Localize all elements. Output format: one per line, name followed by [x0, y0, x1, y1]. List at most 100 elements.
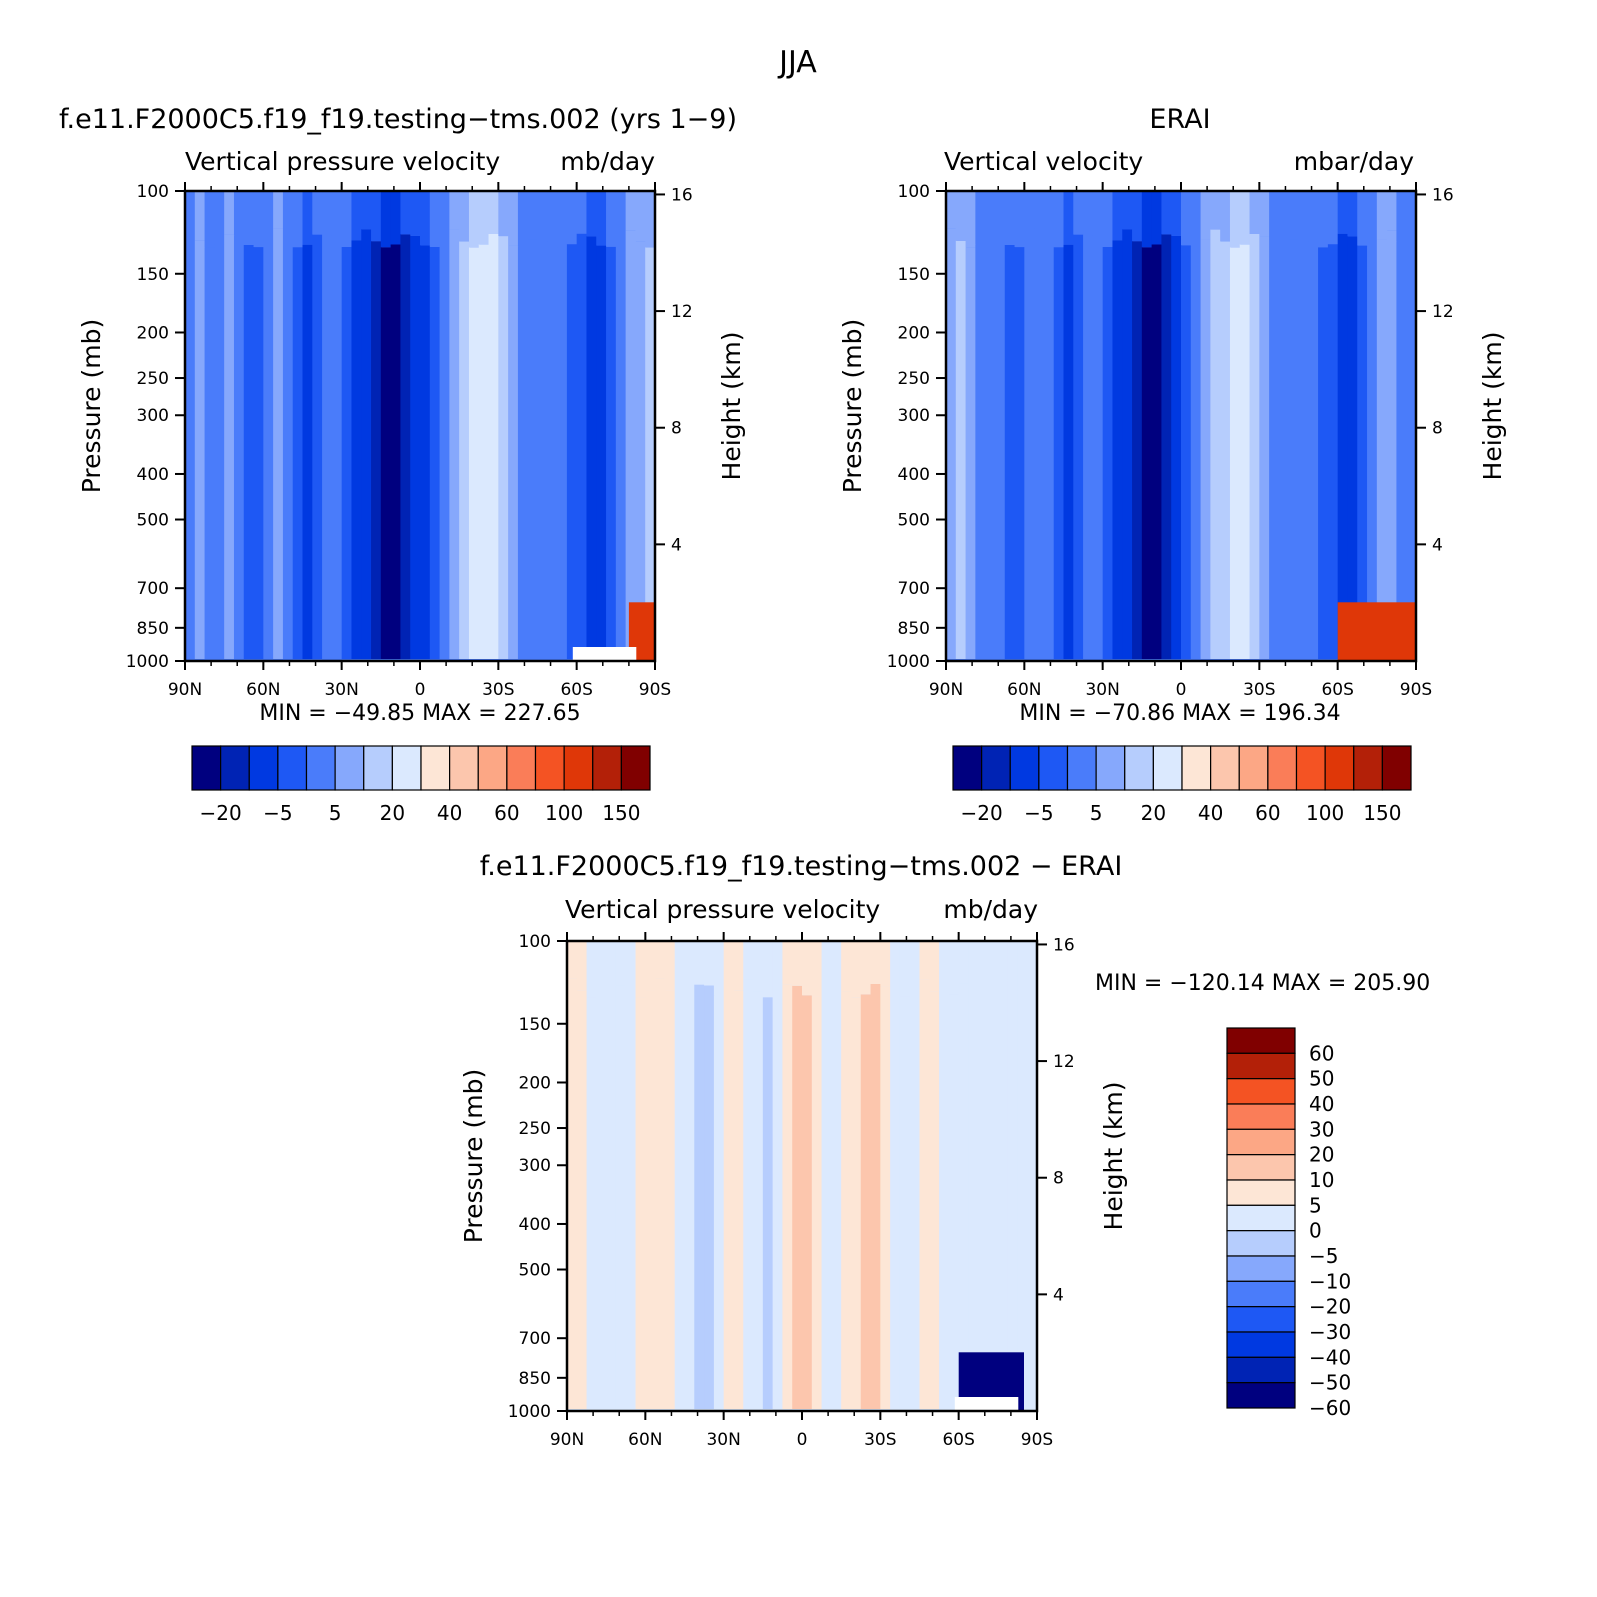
y2-tick-label: 8	[671, 419, 682, 439]
contour-band	[224, 191, 235, 235]
contour-band	[704, 985, 715, 1409]
contour-band	[302, 244, 313, 660]
contour-band	[664, 990, 676, 1409]
contour-band	[694, 941, 705, 985]
contour-band	[975, 191, 986, 245]
contour-band	[557, 191, 568, 248]
contour-band	[1122, 229, 1133, 660]
contour-band	[459, 191, 470, 242]
y-tick-label: 850	[898, 619, 930, 639]
colorbar-box	[1152, 745, 1183, 791]
contour-band	[282, 240, 294, 659]
panel-model: f.e11.F2000C5.f19_f19.testing−tms.002 (y…	[59, 104, 746, 825]
contour-band	[645, 941, 656, 991]
contour-band	[811, 941, 823, 997]
y-tick-label: 1000	[887, 652, 930, 672]
contour-band	[1171, 191, 1182, 236]
contour-band	[1007, 980, 1019, 1409]
y2-axis-title: Height (km)	[1478, 332, 1507, 481]
colorbar-box	[449, 745, 479, 791]
contour-band	[243, 191, 255, 245]
colorbar-label: 5	[1090, 801, 1103, 825]
contour-band	[302, 191, 313, 245]
contour-band	[1073, 234, 1084, 659]
contour-band	[253, 191, 264, 248]
contour-band	[371, 241, 382, 659]
contour-band	[429, 246, 441, 659]
y-axis-title: Pressure (mb)	[77, 319, 106, 493]
min-max-stats: MIN = −49.85 MAX = 227.65	[259, 701, 580, 726]
colorbar-label: 100	[545, 801, 583, 825]
contour-band	[1220, 241, 1231, 660]
contour-band	[1278, 246, 1290, 659]
y2-axis-title: Height (km)	[717, 332, 746, 481]
contour-band	[400, 191, 411, 235]
contour-band	[909, 941, 921, 990]
contour-band	[1327, 191, 1339, 245]
x-tick-label: 60N	[628, 1430, 662, 1450]
panel-title: f.e11.F2000C5.f19_f19.testing−tms.002 (y…	[59, 104, 737, 135]
contour-band	[527, 191, 539, 240]
contour-band	[919, 979, 930, 1409]
contour-band	[292, 191, 304, 248]
colorbar-label: 40	[1309, 1092, 1334, 1116]
contour-band	[994, 235, 1006, 659]
contour-band	[1017, 941, 1028, 992]
contour-band	[615, 239, 627, 659]
colorbar-box	[506, 745, 537, 791]
contour-band	[955, 240, 967, 659]
contour-band	[919, 941, 930, 980]
contour-band	[214, 244, 225, 659]
colorbar-box	[1226, 1204, 1296, 1232]
contour-band	[351, 191, 362, 241]
contour-band	[684, 994, 695, 1409]
contour-band	[1063, 244, 1074, 660]
contour-band	[850, 997, 862, 1409]
contour-band	[841, 941, 852, 992]
contour-band	[361, 229, 372, 660]
contour-band	[567, 941, 578, 979]
contour-band	[1027, 997, 1038, 1409]
contour-band	[576, 990, 588, 1409]
contour-band	[439, 239, 450, 659]
contour-band	[625, 230, 637, 659]
x-tick-label: 0	[797, 1430, 808, 1450]
contour-band	[674, 941, 686, 998]
contour-band	[576, 191, 588, 234]
x-tick-label: 30N	[324, 680, 358, 700]
x-tick-label: 90N	[550, 1430, 584, 1450]
contour-band	[792, 941, 803, 986]
colorbar-label: 20	[1141, 801, 1166, 825]
contour-band	[488, 234, 499, 659]
contour-band	[1327, 244, 1339, 659]
contour-band	[1367, 191, 1378, 247]
colorbar-box	[1226, 1230, 1296, 1257]
contour-band	[635, 997, 646, 1409]
y-tick-label: 300	[519, 1156, 551, 1176]
y2-tick-label: 4	[1053, 1285, 1064, 1305]
contour-band	[733, 941, 744, 991]
contour-band	[841, 991, 852, 1409]
y2-tick-label: 8	[1432, 419, 1443, 439]
x-tick-label: 60S	[942, 1430, 974, 1450]
contour-band	[1220, 191, 1231, 242]
contour-band	[1014, 247, 1025, 659]
colorbar-label: 0	[1309, 1219, 1322, 1243]
contour-band	[606, 191, 617, 247]
contour-band	[958, 941, 970, 984]
contour-band	[655, 941, 666, 979]
surface-extreme-region	[1337, 602, 1416, 661]
y2-tick-label: 4	[671, 535, 682, 555]
contour-band	[753, 941, 764, 992]
colorbar-label: 40	[1198, 801, 1223, 825]
contour-band	[1190, 191, 1202, 247]
colorbar-label: −50	[1309, 1371, 1351, 1395]
contour-band	[1308, 241, 1319, 659]
contour-band	[596, 994, 607, 1409]
colorbar-box	[1226, 1331, 1296, 1358]
contour-band	[753, 991, 764, 1409]
topography-mask	[572, 647, 637, 661]
colorbar-box	[1226, 1280, 1296, 1308]
colorbar-label: 150	[602, 801, 640, 825]
